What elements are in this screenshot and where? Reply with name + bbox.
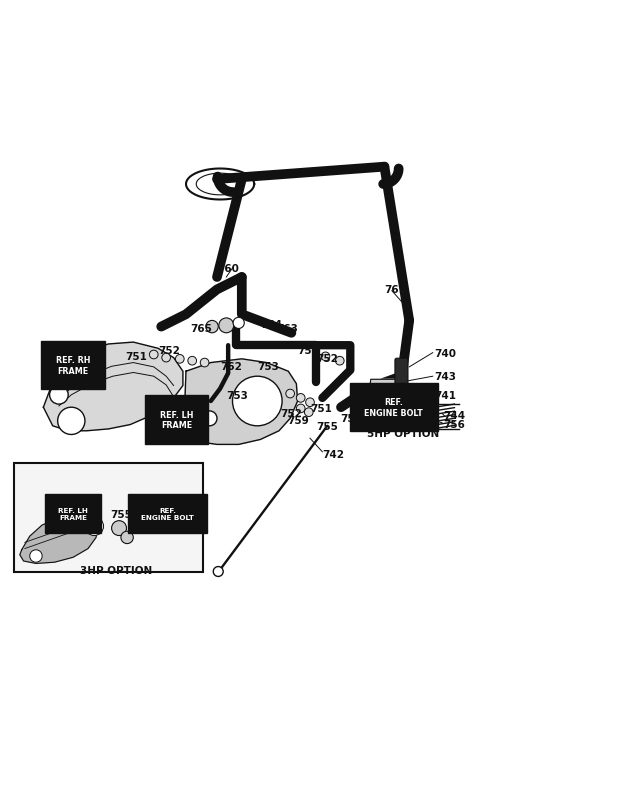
Circle shape: [335, 357, 344, 365]
Text: 744: 744: [443, 410, 466, 420]
Text: 3HP OPTION: 3HP OPTION: [81, 565, 153, 575]
Circle shape: [304, 408, 313, 417]
FancyBboxPatch shape: [395, 359, 408, 392]
Circle shape: [200, 359, 209, 368]
Text: 753: 753: [226, 390, 248, 401]
Circle shape: [202, 411, 217, 426]
Circle shape: [85, 517, 104, 536]
Circle shape: [30, 550, 42, 562]
Circle shape: [121, 532, 133, 544]
Text: REF.
ENGINE BOLT: REF. ENGINE BOLT: [365, 398, 423, 418]
Polygon shape: [43, 343, 183, 431]
Text: 742: 742: [322, 449, 344, 459]
Circle shape: [233, 318, 244, 329]
Text: 763: 763: [276, 324, 298, 333]
Circle shape: [50, 386, 68, 405]
Text: 743: 743: [434, 372, 456, 381]
Circle shape: [306, 398, 314, 407]
Circle shape: [194, 422, 205, 433]
Text: REF.
ENGINE BOLT: REF. ENGINE BOLT: [141, 507, 194, 520]
Text: 765: 765: [190, 324, 212, 333]
Circle shape: [321, 353, 330, 361]
Bar: [14, 463, 203, 572]
Text: 740: 740: [434, 349, 456, 358]
Text: 755: 755: [316, 422, 338, 431]
Polygon shape: [20, 514, 98, 564]
Circle shape: [149, 351, 158, 360]
Circle shape: [213, 567, 223, 577]
Text: 757: 757: [340, 414, 361, 424]
Text: REF. LH
FRAME: REF. LH FRAME: [58, 507, 88, 520]
Text: 741: 741: [434, 390, 456, 401]
Text: 755: 755: [110, 509, 132, 520]
Circle shape: [219, 319, 234, 333]
Text: 5HP OPTION: 5HP OPTION: [367, 429, 439, 438]
Polygon shape: [369, 380, 400, 409]
Circle shape: [58, 408, 85, 435]
Text: 756: 756: [443, 419, 465, 430]
Text: REF. LH
FRAME: REF. LH FRAME: [160, 410, 193, 430]
Text: 751: 751: [126, 352, 148, 362]
Text: 759: 759: [287, 415, 309, 425]
Text: 751: 751: [310, 404, 332, 414]
Circle shape: [206, 321, 218, 333]
Text: 750: 750: [298, 345, 319, 355]
Text: 753: 753: [257, 362, 279, 372]
Circle shape: [296, 394, 305, 403]
Text: 760: 760: [217, 263, 239, 273]
Text: 752: 752: [281, 409, 303, 419]
Text: 752: 752: [316, 353, 338, 363]
Circle shape: [232, 377, 282, 426]
Text: REF. RH
FRAME: REF. RH FRAME: [56, 356, 91, 375]
Circle shape: [296, 405, 305, 414]
Circle shape: [286, 389, 294, 398]
Circle shape: [188, 357, 197, 365]
Circle shape: [162, 354, 170, 362]
Text: 764: 764: [260, 319, 282, 329]
Circle shape: [175, 355, 184, 364]
Polygon shape: [185, 360, 298, 445]
Circle shape: [112, 521, 126, 536]
Text: 761: 761: [384, 285, 406, 295]
Text: 752: 752: [158, 346, 180, 356]
Text: 762: 762: [220, 362, 242, 372]
